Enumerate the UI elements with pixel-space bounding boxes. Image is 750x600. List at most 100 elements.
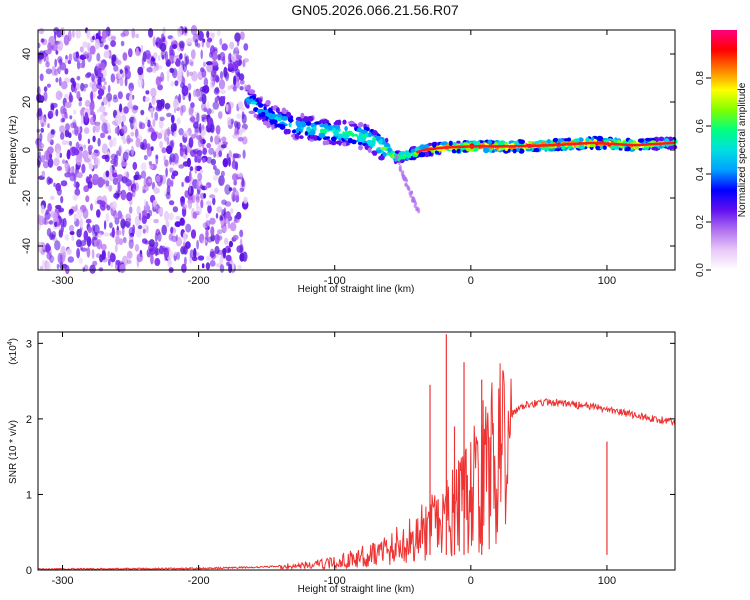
noise-speckle (169, 167, 173, 173)
noise-speckle (152, 65, 157, 74)
noise-speckle (183, 245, 188, 255)
noise-speckle (58, 207, 65, 213)
noise-speckle (107, 84, 111, 94)
noise-speckle (193, 121, 199, 129)
noise-speckle (239, 244, 244, 254)
noise-speckle (139, 122, 146, 130)
noise-speckle (233, 179, 237, 186)
noise-speckle (60, 195, 64, 204)
noise-speckle (87, 226, 93, 234)
noise-speckle (135, 50, 141, 57)
noise-speckle (233, 153, 239, 159)
noise-speckle (97, 137, 101, 147)
noise-speckle (148, 239, 155, 248)
noise-speckle (155, 41, 158, 46)
noise-speckle (225, 71, 229, 82)
noise-speckle (201, 263, 205, 269)
signal-cell (487, 139, 493, 145)
noise-speckle (229, 41, 235, 50)
signal-cell (518, 148, 524, 153)
noise-speckle (79, 62, 85, 69)
noise-speckle (185, 55, 189, 66)
noise-speckle (99, 254, 104, 263)
noise-speckle (126, 259, 132, 265)
signal-cell (271, 125, 275, 130)
noise-speckle (159, 140, 164, 149)
signal-cell (306, 126, 311, 133)
noise-speckle (157, 55, 161, 62)
noise-speckle (70, 122, 76, 129)
y-tick-label: 20 (21, 96, 33, 108)
noise-speckle (83, 144, 87, 150)
noise-speckle (193, 247, 197, 259)
noise-speckle (133, 117, 138, 129)
noise-speckle (228, 105, 232, 115)
noise-speckle (98, 30, 101, 36)
noise-speckle (227, 220, 231, 229)
signal-cell (368, 131, 372, 138)
noise-speckle (89, 110, 95, 116)
noise-speckle (164, 248, 169, 259)
noise-speckle (188, 183, 192, 194)
noise-speckle (91, 249, 95, 260)
noise-speckle (76, 239, 82, 248)
noise-speckle (206, 156, 213, 164)
noise-speckle (194, 39, 199, 47)
noise-speckle (220, 216, 224, 221)
noise-speckle (154, 257, 161, 267)
noise-speckle (235, 68, 241, 76)
noise-speckle (179, 53, 183, 60)
noise-speckle (195, 89, 202, 99)
noise-speckle (118, 238, 124, 246)
noise-speckle (233, 120, 239, 128)
noise-speckle (76, 208, 83, 219)
noise-speckle (243, 43, 249, 51)
noise-speckle (103, 232, 110, 237)
noise-speckle (121, 121, 124, 127)
noise-speckle (78, 132, 82, 142)
noise-speckle (173, 56, 177, 63)
noise-speckle (237, 264, 242, 270)
colorbar-tick-label: 0.6 (695, 119, 706, 133)
noise-speckle (86, 28, 91, 39)
noise-speckle (203, 107, 208, 112)
noise-speckle (48, 220, 54, 225)
colorbar: 0.0 0.2 0.4 0.6 0.8 Normalized spectral ampl… (695, 30, 748, 277)
noise-speckle (183, 130, 190, 138)
signal-cell (357, 142, 363, 145)
noise-speckle (206, 61, 213, 66)
noise-speckle (209, 248, 215, 258)
noise-speckle (128, 48, 133, 58)
noise-speckle (233, 60, 240, 68)
snr-y-label: SNR (10 * v/v) (8, 420, 19, 484)
noise-speckle (168, 233, 173, 241)
noise-speckle (225, 217, 229, 225)
noise-speckle (153, 204, 158, 210)
noise-speckle (180, 196, 185, 203)
noise-speckle (231, 173, 239, 182)
noise-speckle (235, 55, 243, 60)
noise-speckle (110, 73, 116, 83)
noise-speckle (55, 77, 59, 83)
noise-speckle (135, 33, 140, 39)
noise-speckle (213, 164, 217, 170)
noise-speckle (64, 172, 71, 178)
noise-speckle (157, 231, 162, 242)
noise-speckle (227, 247, 231, 253)
noise-speckle (47, 132, 52, 143)
x-tick-label: -100 (324, 275, 346, 287)
noise-speckle (213, 87, 220, 95)
noise-speckle (130, 131, 135, 137)
snr-series-line (37, 363, 676, 572)
noise-speckle (89, 102, 95, 113)
noise-speckle (110, 252, 114, 263)
signal-cell (287, 118, 293, 122)
noise-speckle (209, 217, 216, 225)
noise-speckle (202, 157, 206, 164)
noise-speckle (111, 54, 117, 63)
noise-speckle (149, 107, 154, 114)
noise-speckle (115, 114, 122, 125)
signal-cell (448, 140, 453, 146)
noise-speckle (67, 256, 75, 263)
